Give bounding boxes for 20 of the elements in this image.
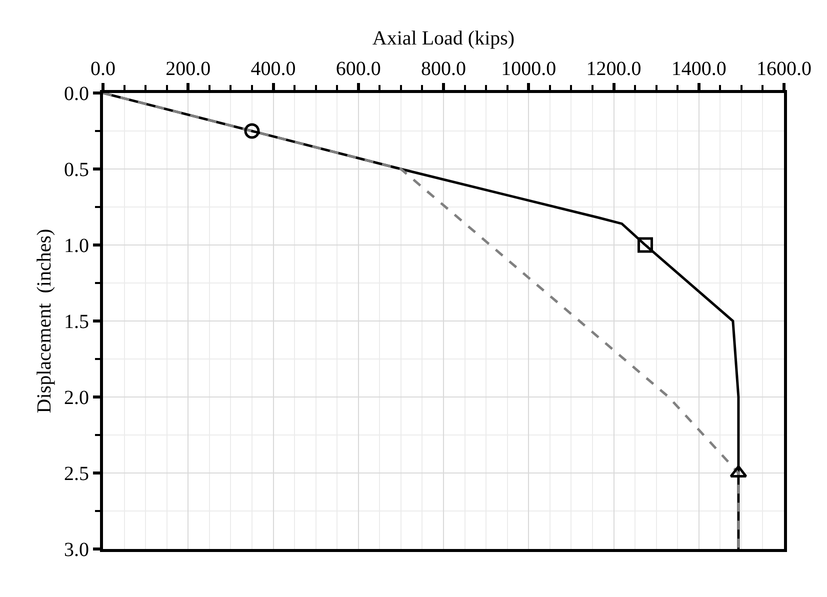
y-tick-label: 2.5	[64, 463, 89, 485]
x-axis-title: Axial Load (kips)	[372, 28, 515, 50]
y-tick-label: 3.0	[64, 539, 89, 561]
x-tick-label: 400.0	[250, 58, 296, 80]
x-tick-label: 800.0	[421, 58, 466, 80]
y-tick-label: 1.5	[64, 311, 89, 333]
x-tick-label: 1400.0	[671, 58, 726, 80]
point	[638, 237, 653, 253]
y-tick-label: 0.5	[64, 159, 89, 181]
point	[244, 123, 260, 139]
x-tick-label: 1000.0	[501, 58, 556, 80]
x-tick-label: 600.0	[336, 58, 381, 80]
y-tick-label: 1.0	[64, 235, 89, 257]
x-tick-label: 0.0	[90, 58, 116, 80]
y-tick-label: 0.0	[64, 83, 89, 105]
y-tick-label: 2.0	[64, 387, 89, 409]
x-tick-label: 200.0	[166, 58, 211, 80]
x-tick-label: 1600.0	[756, 58, 812, 80]
y-axis-title: Displacement (inches)	[34, 228, 56, 414]
x-tick-label: 1200.0	[586, 58, 642, 80]
